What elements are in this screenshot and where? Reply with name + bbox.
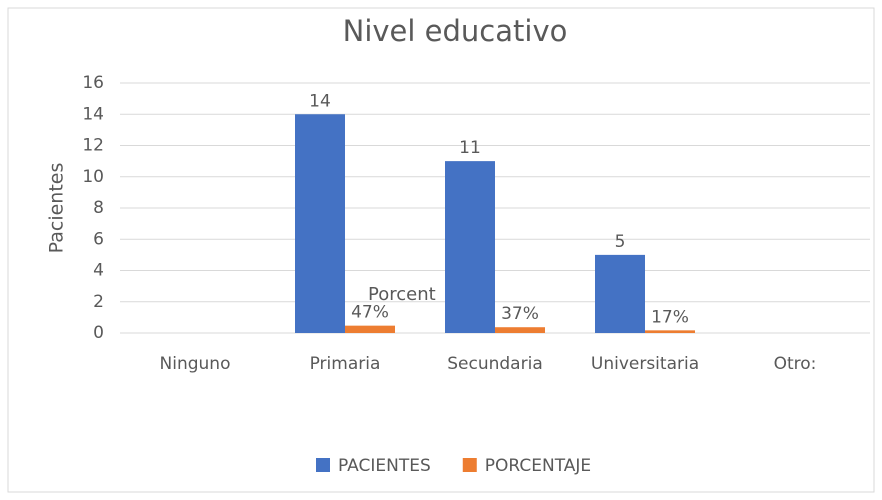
- legend-label: PACIENTES: [338, 456, 431, 476]
- bar: [295, 114, 345, 333]
- y-tick-label: 6: [93, 229, 104, 249]
- data-label: 17%: [651, 307, 689, 327]
- bar: [495, 327, 545, 333]
- annotation: Porcent: [368, 284, 436, 305]
- chart-border: [7, 7, 875, 493]
- bar: [445, 161, 495, 333]
- y-tick-label: 12: [82, 136, 104, 156]
- bar: [345, 325, 395, 333]
- y-tick-label: 2: [93, 292, 104, 312]
- y-axis-label: Pacientes: [46, 163, 68, 254]
- x-tick-label: Ninguno: [160, 354, 231, 374]
- bar: [595, 254, 645, 333]
- data-label: 11: [459, 138, 481, 158]
- y-tick-label: 16: [82, 73, 104, 93]
- data-label: 14: [309, 91, 331, 111]
- legend-label: PORCENTAJE: [485, 456, 591, 476]
- data-label: 5: [615, 232, 626, 252]
- x-tick-label: Universitaria: [591, 354, 699, 374]
- bar: [645, 330, 695, 333]
- legend-swatch: [462, 458, 477, 472]
- x-tick-label: Secundaria: [447, 354, 542, 374]
- y-tick-label: 0: [93, 323, 104, 343]
- y-tick-label: 10: [82, 167, 104, 187]
- data-label: 37%: [501, 304, 539, 324]
- y-tick-label: 4: [93, 261, 104, 281]
- x-tick-label: Primaria: [310, 354, 381, 374]
- y-tick-label: 14: [82, 104, 104, 124]
- data-label: 47%: [351, 303, 389, 323]
- chart-title: Nivel educativo: [343, 14, 568, 48]
- y-tick-label: 8: [93, 198, 104, 218]
- x-tick-label: Otro:: [774, 354, 817, 374]
- legend-swatch: [316, 458, 330, 472]
